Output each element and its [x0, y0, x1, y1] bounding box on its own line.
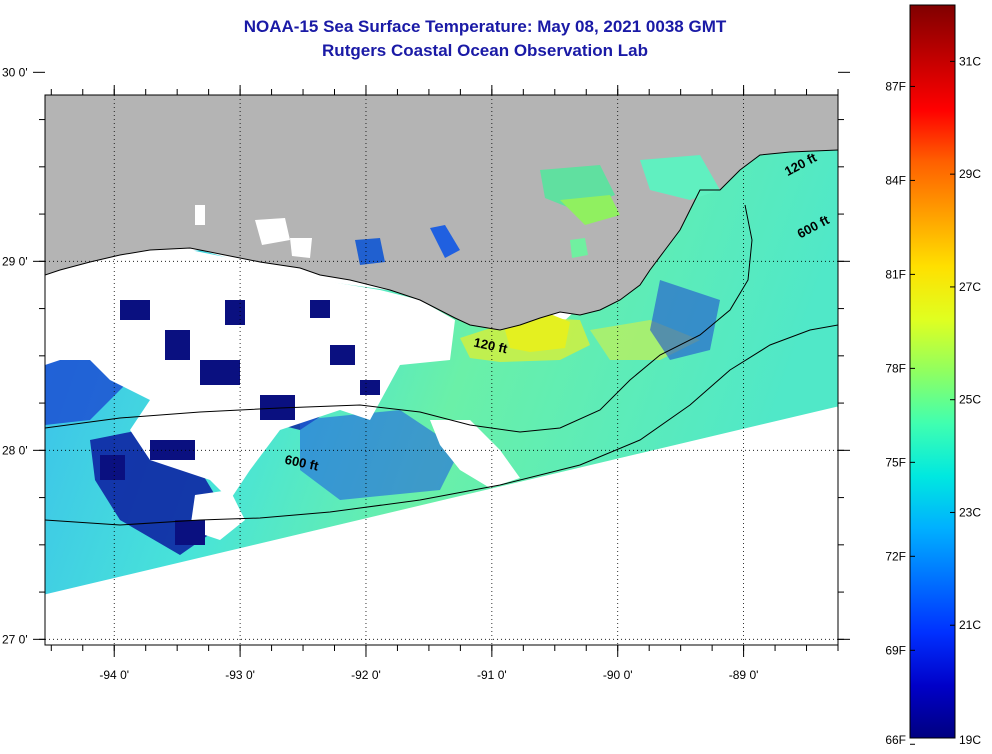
land-mass	[45, 95, 838, 330]
map-subtitle: Rutgers Coastal Ocean Observation Lab	[322, 41, 648, 60]
lake	[195, 205, 205, 225]
cold-water-patch	[650, 280, 720, 360]
colorbar-celsius-label: 23C	[959, 505, 981, 519]
scan-gap	[45, 406, 838, 602]
lat-tick-label: 27 0'	[2, 632, 28, 646]
isobath-label: 600 ft	[284, 452, 321, 474]
lake	[560, 195, 620, 225]
map-axes: -94 0' -93 0' -92 0' -91 0' -90 0' -89 0' 30 0…	[2, 65, 850, 682]
colorbar	[909, 4, 956, 739]
colorbar-fahrenheit-label: 87F	[885, 79, 906, 93]
lake	[570, 238, 588, 258]
lon-tick-label: -94 0'	[99, 668, 129, 682]
lake	[430, 225, 460, 258]
lake	[255, 218, 290, 245]
lake	[290, 238, 312, 258]
graticule	[45, 95, 838, 645]
map-frame	[44, 94, 839, 646]
lake	[355, 238, 385, 265]
colorbar-celsius-label: 29C	[959, 167, 981, 181]
lake	[640, 155, 720, 200]
colorbar-fahrenheit-label: 66F	[885, 733, 906, 747]
cloud-edge-speckles	[100, 300, 380, 545]
lon-tick-label: -90 0'	[603, 668, 633, 682]
colorbar-celsius-label: 27C	[959, 280, 981, 294]
colorbar-celsius-label: 21C	[959, 618, 981, 632]
lat-tick-label: 30 0'	[2, 65, 28, 79]
colorbar-ticks: 31C 29C 27C 25C 23C 21C 19C 87F 84F 81F 78F 75F 72F 6…	[885, 54, 981, 747]
lon-tick-label: -91 0'	[477, 668, 507, 682]
lon-tick-label: -92 0'	[351, 668, 381, 682]
lon-tick-label: -89 0'	[729, 668, 759, 682]
colorbar-fahrenheit-label: 84F	[885, 173, 906, 187]
coastline	[45, 149, 838, 331]
lat-tick-label: 29 0'	[2, 254, 28, 268]
isobath-600ft	[45, 324, 838, 526]
warm-shelf-patch	[505, 310, 570, 352]
colorbar-celsius-label: 19C	[959, 733, 981, 747]
colorbar-fahrenheit-label: 75F	[885, 455, 906, 469]
colorbar-celsius-label: 25C	[959, 393, 981, 407]
lat-tick-label: 28 0'	[2, 443, 28, 457]
cold-water-patch	[300, 410, 460, 500]
cloud-cover	[430, 420, 520, 488]
colorbar-fahrenheit-label: 78F	[885, 361, 906, 375]
colorbar-fahrenheit-label: 72F	[885, 549, 906, 563]
isobath-120ft	[45, 204, 753, 433]
colorbar-fahrenheit-label: 69F	[885, 643, 906, 657]
colorbar-celsius-label: 31C	[959, 54, 981, 68]
colorbar-fahrenheit-label: 81F	[885, 267, 906, 281]
lon-tick-label: -93 0'	[225, 668, 255, 682]
isobath-label: 120 ft	[472, 335, 509, 357]
map-title: NOAA-15 Sea Surface Temperature: May 08,…	[243, 17, 727, 36]
